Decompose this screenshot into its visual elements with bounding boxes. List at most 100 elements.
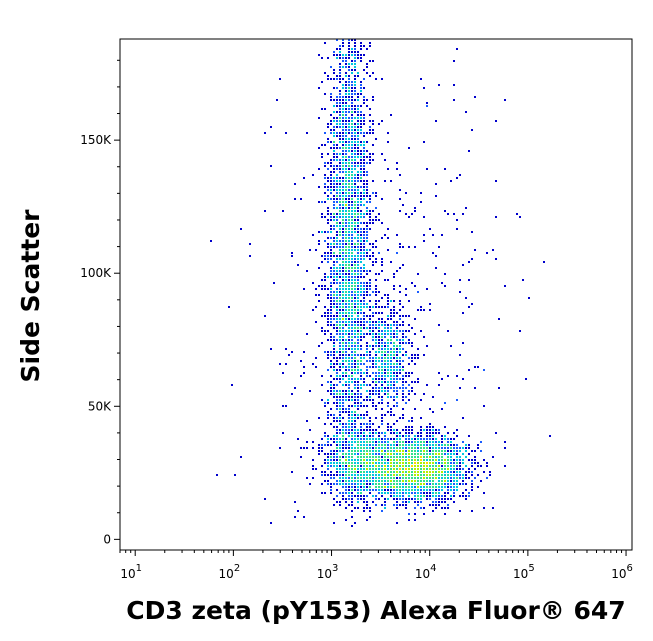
data-point [336, 393, 338, 395]
data-point [360, 87, 362, 89]
data-point [369, 360, 371, 362]
data-point [393, 384, 395, 386]
data-point [399, 438, 401, 440]
data-point [390, 312, 392, 314]
data-point [417, 348, 419, 350]
data-point [339, 450, 341, 452]
data-point [426, 105, 428, 107]
data-point [345, 105, 347, 107]
data-point [399, 465, 401, 467]
data-point [462, 468, 464, 470]
data-point [345, 222, 347, 224]
data-point [456, 480, 458, 482]
data-point [336, 468, 338, 470]
data-point [342, 45, 344, 47]
data-point [414, 447, 416, 449]
data-point [360, 276, 362, 278]
data-point [321, 201, 323, 203]
data-point [366, 132, 368, 134]
data-point [345, 210, 347, 212]
data-point [348, 78, 350, 80]
data-point [369, 243, 371, 245]
data-point [420, 426, 422, 428]
data-point [336, 453, 338, 455]
x-tick-label: 105 [513, 563, 535, 581]
data-point [342, 300, 344, 302]
data-point [216, 474, 218, 476]
data-point [354, 177, 356, 179]
data-point [408, 357, 410, 359]
data-point [429, 474, 431, 476]
data-point [369, 327, 371, 329]
data-point [453, 495, 455, 497]
data-point [387, 306, 389, 308]
data-point [357, 363, 359, 365]
data-point [378, 333, 380, 335]
data-point [348, 84, 350, 86]
data-point [342, 159, 344, 161]
data-point [360, 177, 362, 179]
data-point [375, 138, 377, 140]
data-point [429, 432, 431, 434]
data-point [459, 459, 461, 461]
data-point [426, 384, 428, 386]
data-point [333, 213, 335, 215]
data-point [408, 447, 410, 449]
data-point [393, 390, 395, 392]
data-point [351, 258, 353, 260]
data-point [384, 366, 386, 368]
data-point [342, 357, 344, 359]
data-point [435, 432, 437, 434]
data-point [456, 468, 458, 470]
data-point [369, 474, 371, 476]
data-point [408, 456, 410, 458]
data-point [342, 330, 344, 332]
data-point [372, 429, 374, 431]
data-point [354, 285, 356, 287]
data-point [336, 39, 338, 41]
data-point [318, 300, 320, 302]
data-point [423, 489, 425, 491]
data-point [390, 462, 392, 464]
data-point [372, 495, 374, 497]
data-point [381, 384, 383, 386]
data-point [402, 489, 404, 491]
data-point [405, 288, 407, 290]
data-point [387, 498, 389, 500]
data-point [333, 51, 335, 53]
data-point [363, 447, 365, 449]
data-point [423, 480, 425, 482]
data-point [408, 375, 410, 377]
data-point [384, 480, 386, 482]
data-point [462, 453, 464, 455]
data-point [408, 363, 410, 365]
data-point [381, 399, 383, 401]
data-point [390, 450, 392, 452]
data-point [348, 150, 350, 152]
data-point [342, 354, 344, 356]
data-point [321, 216, 323, 218]
data-point [360, 90, 362, 92]
data-point [438, 384, 440, 386]
data-point [375, 246, 377, 248]
data-point [345, 168, 347, 170]
data-point [402, 504, 404, 506]
data-point [360, 198, 362, 200]
data-point [348, 282, 350, 284]
data-point [459, 510, 461, 512]
data-point [339, 51, 341, 53]
data-point [432, 435, 434, 437]
data-point [435, 498, 437, 500]
data-point [333, 87, 335, 89]
data-point [357, 72, 359, 74]
data-point [420, 453, 422, 455]
data-point [330, 351, 332, 353]
data-point [426, 450, 428, 452]
data-point [324, 315, 326, 317]
data-point [336, 183, 338, 185]
data-point [351, 285, 353, 287]
data-point [393, 489, 395, 491]
data-point [417, 459, 419, 461]
data-point [483, 471, 485, 473]
data-point [396, 450, 398, 452]
